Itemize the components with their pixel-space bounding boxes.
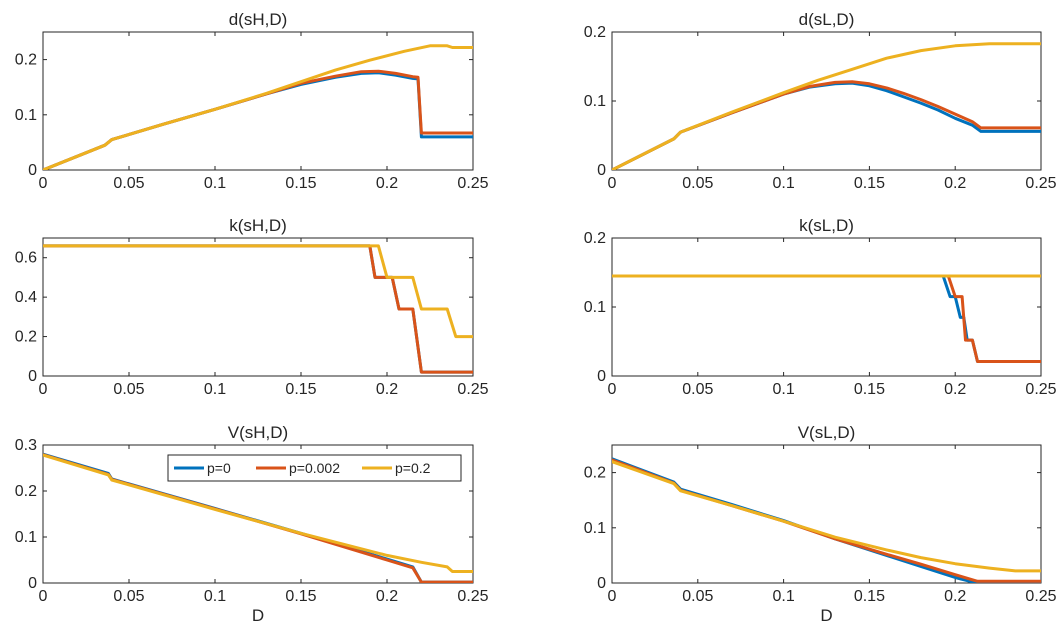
x-tick-label: 0.25 (457, 381, 488, 398)
x-tick-label: 0.25 (1025, 588, 1056, 605)
x-tick-label: 0.2 (376, 588, 398, 605)
x-axis-label: D (820, 606, 832, 625)
y-tick-label: 0.1 (584, 299, 606, 316)
series-line-p=0.002 (612, 82, 1041, 170)
x-tick-label: 0.1 (204, 381, 226, 398)
y-tick-label: 0 (28, 575, 37, 592)
x-tick-label: 0.05 (113, 588, 144, 605)
y-tick-label: 0.4 (15, 289, 37, 306)
series-line-p=0.2 (43, 46, 473, 170)
x-tick-label: 0.15 (854, 381, 885, 398)
x-tick-label: 0 (39, 588, 48, 605)
x-tick-label: 0.05 (682, 381, 713, 398)
y-tick-label: 0.2 (584, 24, 606, 41)
x-tick-label: 0.2 (376, 175, 398, 192)
x-tick-label: 0 (608, 175, 617, 192)
y-tick-label: 0 (597, 368, 606, 385)
x-tick-label: 0.05 (113, 175, 144, 192)
axes-box (612, 445, 1041, 583)
x-tick-label: 0.15 (285, 175, 316, 192)
y-tick-label: 0.1 (584, 520, 606, 537)
x-tick-label: 0 (608, 588, 617, 605)
y-tick-label: 0.3 (15, 437, 37, 454)
series-line-p=0.2 (612, 44, 1041, 170)
chart-title: V(sH,D) (228, 423, 288, 442)
x-tick-label: 0.05 (682, 175, 713, 192)
y-tick-label: 0.1 (15, 529, 37, 546)
series-line-p=0.002 (612, 276, 1041, 362)
x-tick-label: 0.05 (113, 381, 144, 398)
x-tick-label: 0.15 (854, 588, 885, 605)
y-tick-label: 0.2 (15, 483, 37, 500)
x-tick-label: 0.2 (376, 381, 398, 398)
chart-panel-6: V(sL,D) 0 0.05 0.1 0.15 0.2 0.25 0 0.1 0.2 D (584, 423, 1057, 625)
x-tick-label: 0.25 (457, 175, 488, 192)
series-line-p=0.2 (612, 462, 1041, 571)
chart-title: k(sH,D) (229, 216, 287, 235)
x-tick-label: 0.1 (204, 175, 226, 192)
x-tick-label: 0 (39, 381, 48, 398)
x-tick-label: 0.15 (854, 175, 885, 192)
chart-title: d(sH,D) (229, 10, 288, 29)
x-tick-label: 0 (608, 381, 617, 398)
x-tick-label: 0 (39, 175, 48, 192)
chart-panel-2: d(sL,D) 0 0.05 0.1 0.15 0.2 0.25 0 0.1 0.2 (584, 10, 1057, 192)
x-tick-label: 0.1 (772, 175, 794, 192)
x-tick-label: 0.05 (682, 588, 713, 605)
y-tick-label: 0.6 (15, 250, 37, 267)
series-line-p=0 (43, 73, 473, 170)
y-tick-label: 0.2 (584, 465, 606, 482)
x-axis-label: D (252, 606, 264, 625)
x-tick-label: 0.2 (944, 381, 966, 398)
x-tick-label: 0.25 (457, 588, 488, 605)
legend-entry: p=0 (207, 460, 231, 476)
chart-title: d(sL,D) (799, 10, 855, 29)
x-tick-label: 0.25 (1025, 381, 1056, 398)
series-line-p=0 (612, 459, 1041, 582)
chart-panel-3: k(sH,D) 0 0.05 0.1 0.15 0.2 0.25 0 0.2 0.4 0.6 (15, 216, 489, 398)
y-tick-label: 0.1 (15, 107, 37, 124)
x-tick-label: 0.1 (772, 588, 794, 605)
y-tick-label: 0.2 (584, 230, 606, 247)
legend-entry: p=0.2 (395, 460, 431, 476)
axes-box (612, 32, 1041, 170)
chart-title: k(sL,D) (799, 216, 854, 235)
series-line-p=0.002 (43, 71, 473, 170)
x-tick-label: 0.2 (944, 588, 966, 605)
legend-entry: p=0.002 (289, 460, 340, 476)
x-tick-label: 0.15 (285, 381, 316, 398)
y-tick-label: 0 (597, 575, 606, 592)
chart-panel-5: V(sH,D) 0 0.05 0.1 0.15 0.2 0.25 0 0.1 0.2 0.3 Dp=0… (15, 423, 489, 625)
chart-panel-4: k(sL,D) 0 0.05 0.1 0.15 0.2 0.25 0 0.1 0.2 (584, 216, 1057, 398)
x-tick-label: 0.1 (772, 381, 794, 398)
y-tick-label: 0 (28, 162, 37, 179)
x-tick-label: 0.15 (285, 588, 316, 605)
y-tick-label: 0 (597, 162, 606, 179)
series-line-p=0 (612, 276, 1041, 362)
chart-panel-1: d(sH,D) 0 0.05 0.1 0.15 0.2 0.25 0 0.1 0.2 (15, 10, 489, 192)
y-tick-label: 0 (28, 368, 37, 385)
y-tick-label: 0.1 (584, 93, 606, 110)
series-line-p=0.002 (612, 460, 1041, 581)
legend: p=0 p=0.002 p=0.2 (168, 455, 461, 481)
y-tick-label: 0.2 (15, 52, 37, 69)
y-tick-label: 0.2 (15, 329, 37, 346)
series-line-p=0.2 (43, 246, 473, 337)
x-tick-label: 0.2 (944, 175, 966, 192)
x-tick-label: 0.1 (204, 588, 226, 605)
chart-title: V(sL,D) (798, 423, 856, 442)
axes-box (43, 32, 473, 170)
series-line-p=0.002 (43, 246, 473, 372)
x-tick-label: 0.25 (1025, 175, 1056, 192)
axes-box (43, 238, 473, 376)
